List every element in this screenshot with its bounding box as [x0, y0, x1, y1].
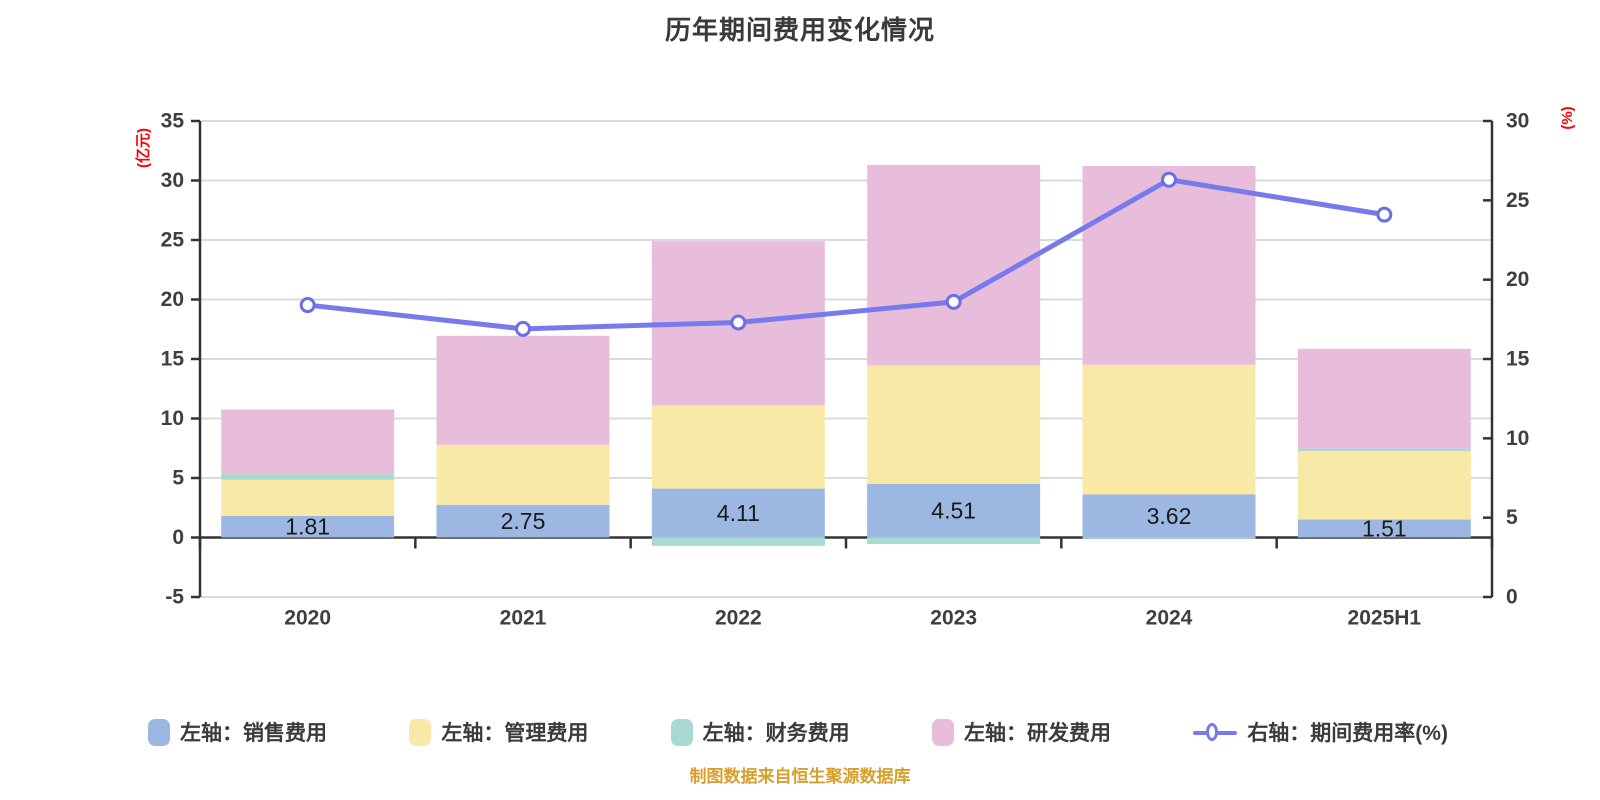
- bar-segment[interactable]: [651, 537, 825, 546]
- left-axis-tick-label: 0: [172, 526, 184, 549]
- x-axis-category-label: 2025H1: [1348, 607, 1422, 630]
- line-data-marker[interactable]: [1161, 171, 1177, 188]
- bar-segment[interactable]: [221, 409, 395, 475]
- finance-expense-swatch-icon: [670, 718, 693, 746]
- bar-segment[interactable]: [1082, 537, 1256, 539]
- bar-segment[interactable]: [867, 483, 1041, 538]
- left-axis-tick-label: 35: [161, 110, 185, 133]
- bar-value-label: 1.81: [285, 514, 330, 540]
- bar-segment[interactable]: [1082, 494, 1256, 538]
- legend-label: 左轴：研发费用: [963, 722, 1111, 745]
- right-axis-tick-label: 5: [1506, 506, 1518, 529]
- bar-value-label: 4.51: [931, 498, 976, 524]
- expense-ratio-line: [305, 177, 1387, 332]
- left-axis-tick-label: -5: [165, 586, 184, 609]
- x-axis-category-label: 2020: [284, 607, 331, 630]
- legend-label: 右轴：期间费用率(%): [1247, 722, 1448, 745]
- footer-note: 制图数据来自恒生聚源数据库: [689, 767, 911, 786]
- right-axis-tick-label: 30: [1506, 110, 1529, 133]
- bar-segment[interactable]: [1297, 348, 1471, 449]
- line-data-marker[interactable]: [1376, 206, 1393, 223]
- legend-item-rnd-expense[interactable]: 左轴：研发费用: [931, 717, 1111, 747]
- left-axis-tick-label: 30: [161, 169, 184, 192]
- bar-segment[interactable]: [651, 488, 825, 538]
- right-axis-tick-label: 20: [1506, 268, 1529, 291]
- bar-value-label: 1.51: [1362, 516, 1407, 542]
- right-axis-tick-label: 15: [1506, 348, 1530, 371]
- left-axis-tick-label: 20: [161, 288, 184, 311]
- bar-segment[interactable]: [1082, 364, 1256, 495]
- line-data-marker[interactable]: [299, 297, 316, 314]
- legend-item-sales-expense[interactable]: 左轴：销售费用: [148, 717, 327, 747]
- line-data-marker[interactable]: [730, 314, 747, 331]
- bar-value-label: 4.11: [717, 500, 760, 526]
- bar-segment[interactable]: [867, 164, 1041, 366]
- legend-label: 左轴：财务费用: [702, 722, 850, 745]
- rnd-expense-swatch-icon: [931, 718, 954, 746]
- line-data-marker[interactable]: [945, 293, 962, 310]
- bar-segment[interactable]: [221, 474, 395, 480]
- x-axis-category-label: 2023: [930, 607, 977, 630]
- legend-label: 左轴：销售费用: [180, 722, 327, 745]
- bar-segment[interactable]: [867, 537, 1041, 545]
- bar-value-label: 2.75: [501, 508, 546, 534]
- x-axis-category-label: 2021: [500, 607, 547, 630]
- right-axis-tick-label: 0: [1506, 586, 1518, 609]
- line-data-marker[interactable]: [515, 320, 531, 337]
- x-axis-category-label: 2024: [1146, 607, 1193, 630]
- bar-segment[interactable]: [1297, 519, 1471, 538]
- legend-item-finance-expense[interactable]: 左轴：财务费用: [670, 717, 850, 747]
- x-axis-category-label: 2022: [715, 607, 762, 630]
- right-axis-tick-label: 10: [1506, 427, 1529, 450]
- left-axis-tick-label: 5: [172, 467, 184, 490]
- legend-item-expense-ratio[interactable]: 右轴：期间费用率(%): [1193, 717, 1448, 747]
- bar-segment[interactable]: [436, 444, 610, 505]
- left-axis-tick-label: 25: [161, 229, 185, 252]
- bar-segment[interactable]: [436, 335, 610, 445]
- bar-segment[interactable]: [1297, 451, 1471, 520]
- bar-segment[interactable]: [651, 405, 825, 489]
- line-series-marker-icon: [1193, 719, 1238, 746]
- bar-segment[interactable]: [1082, 165, 1256, 365]
- bar-segment[interactable]: [436, 504, 610, 538]
- bar-segment[interactable]: [867, 365, 1041, 484]
- left-axis-tick-label: 10: [161, 407, 184, 430]
- bar-segment[interactable]: [1297, 448, 1471, 452]
- right-axis-tick-label: 25: [1506, 189, 1530, 212]
- legend-item-admin-expense[interactable]: 左轴：管理费用: [409, 717, 588, 747]
- chart-title: 历年期间费用变化情况: [664, 15, 935, 45]
- legend: 左轴：销售费用 左轴：管理费用 左轴：财务费用 左轴：研发费用 右轴：期间费用率…: [148, 712, 1448, 752]
- bar-segment[interactable]: [221, 479, 395, 516]
- sales-expense-swatch-icon: [148, 718, 170, 746]
- legend-label: 左轴：管理费用: [441, 722, 589, 745]
- left-axis-tick-label: 15: [161, 348, 185, 371]
- bar-segment[interactable]: [221, 515, 395, 538]
- bar-value-label: 3.62: [1147, 503, 1192, 529]
- admin-expense-swatch-icon: [409, 718, 432, 746]
